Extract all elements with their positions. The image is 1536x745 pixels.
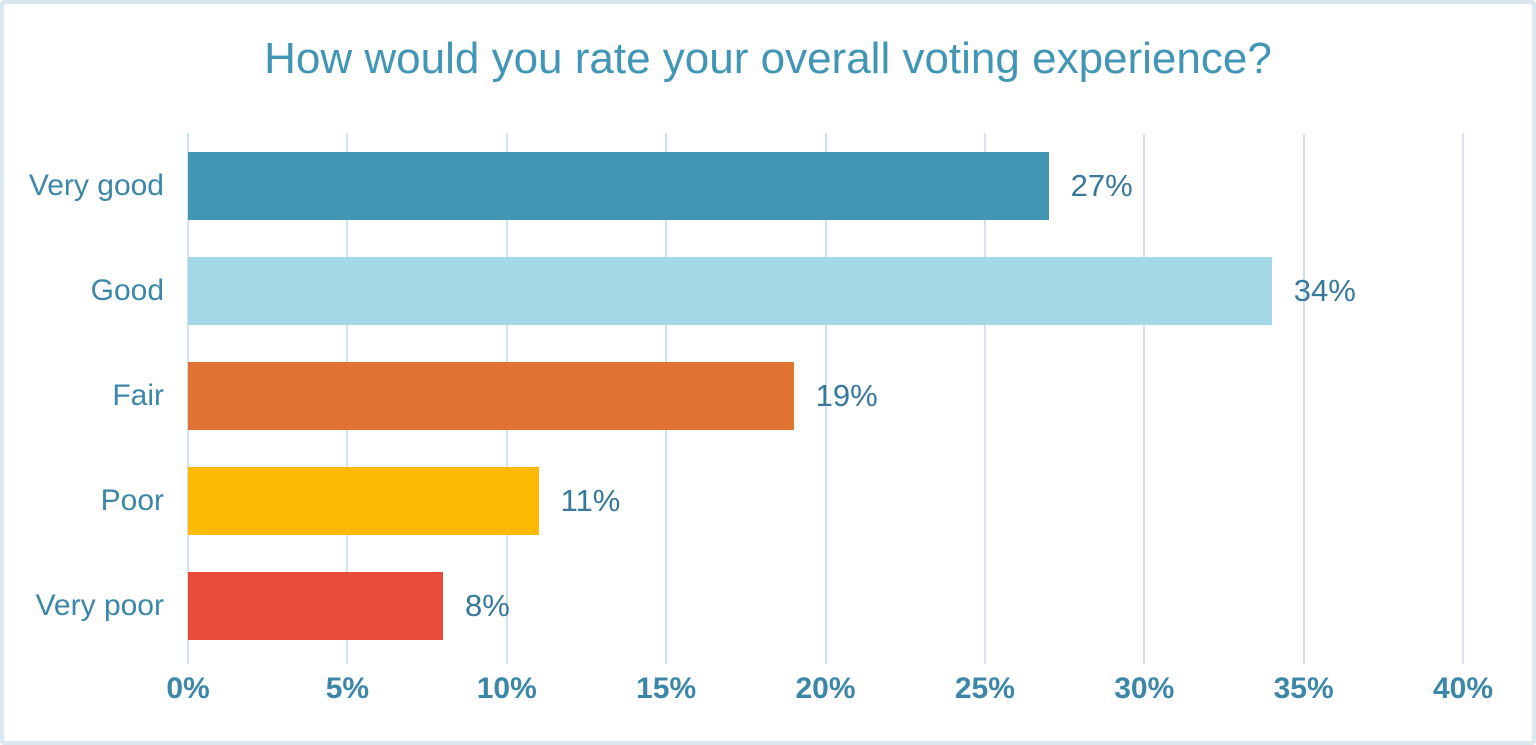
category-label: Fair	[112, 378, 164, 412]
bar-very-good	[188, 151, 1049, 220]
value-label: 27%	[1070, 167, 1133, 203]
bar-good	[188, 256, 1272, 325]
bar-row: 11%	[188, 448, 1463, 553]
value-label: 8%	[465, 587, 510, 623]
value-label: 11%	[560, 482, 621, 518]
bar-fair	[188, 361, 794, 430]
category-label: Poor	[100, 483, 164, 517]
bar-poor	[188, 466, 539, 535]
bar-row: 27%	[188, 133, 1463, 238]
x-tick-label: 35%	[1273, 672, 1334, 705]
x-tick-label: 0%	[166, 672, 210, 705]
bar-row: 19%	[188, 343, 1463, 448]
x-tick-label: 15%	[636, 672, 697, 705]
bar-very-poor	[188, 571, 443, 640]
bar-row: 34%	[188, 238, 1463, 343]
x-tick-label: 5%	[325, 672, 370, 705]
chart-title: How would you rate your overall voting e…	[264, 34, 1272, 83]
plot-area: 27% 34% 19% 11% 8%	[187, 133, 1464, 664]
x-axis: 0% 5% 10% 15% 20% 25% 30% 35% 40%	[166, 672, 1493, 718]
gridline	[1302, 133, 1305, 664]
bar-row: 8%	[188, 553, 1463, 658]
bar-rows: 27% 34% 19% 11% 8%	[188, 133, 1463, 661]
x-tick-label: 25%	[954, 672, 1015, 705]
x-tick-label: 10%	[476, 672, 537, 705]
category-label: Good	[90, 273, 164, 307]
gridline	[983, 133, 986, 664]
gridline	[1143, 133, 1146, 664]
gridline	[824, 133, 827, 664]
category-label: Very good	[28, 168, 164, 202]
category-axis: Very good Good Fair Poor Very poor	[4, 133, 164, 661]
value-label: 19%	[815, 377, 878, 413]
x-tick-label: 40%	[1432, 672, 1494, 705]
x-tick-label: 30%	[1114, 672, 1175, 705]
x-tick-label: 20%	[795, 672, 856, 705]
value-label: 34%	[1293, 272, 1356, 308]
category-label: Very poor	[35, 588, 164, 622]
gridline	[1462, 133, 1464, 664]
